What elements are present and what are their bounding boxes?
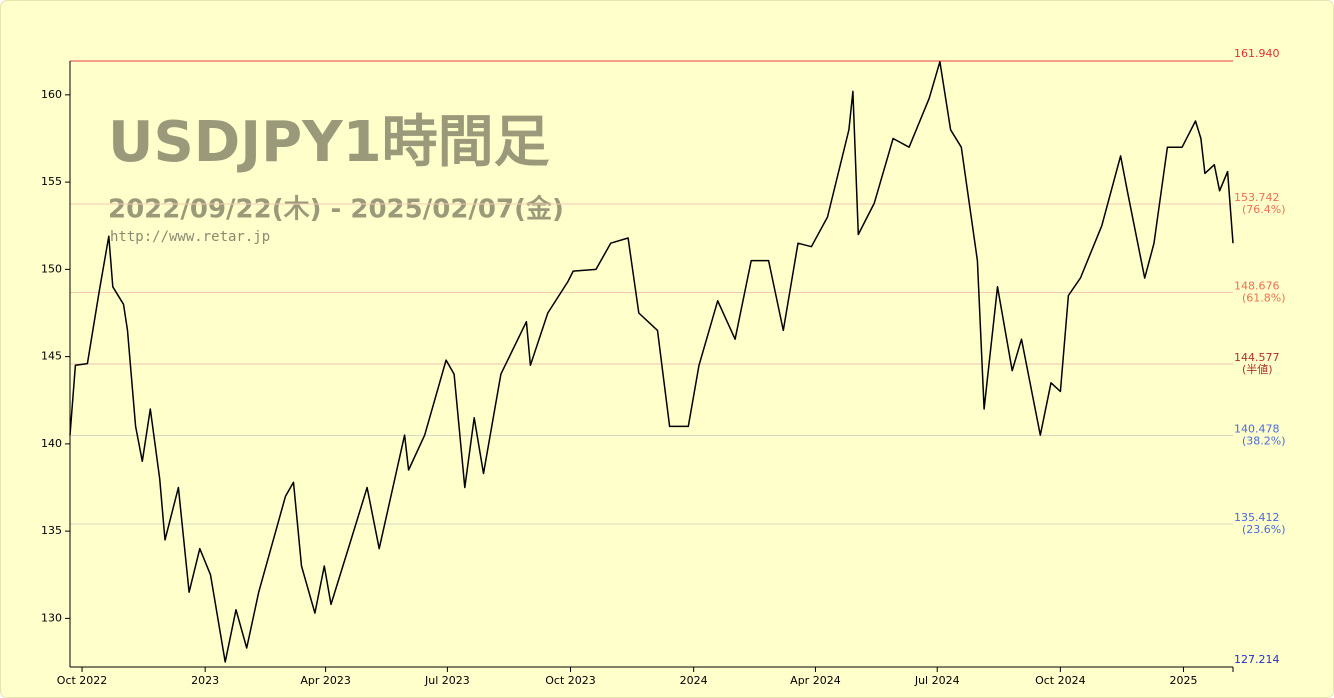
y-tick-label: 130 — [41, 611, 62, 624]
x-tick-label: 2024 — [680, 674, 708, 687]
x-tick-label: Apr 2023 — [300, 674, 351, 687]
level-label: 140.478 — [1234, 423, 1280, 436]
price-line — [69, 60, 1234, 663]
level-label: 161.940 — [1234, 47, 1280, 60]
level-note: (23.6%) — [1242, 523, 1286, 536]
level-note: (38.2%) — [1242, 435, 1286, 448]
level-note: (61.8%) — [1242, 291, 1286, 304]
level-note: (半値) — [1242, 362, 1273, 376]
level-label: 153.742 — [1234, 191, 1280, 204]
level-label: 148.676 — [1234, 279, 1280, 292]
x-tick-label: Jul 2023 — [424, 674, 470, 687]
y-tick-label: 155 — [41, 175, 62, 188]
x-tick-label: Apr 2024 — [790, 674, 841, 687]
level-label: 144.577 — [1234, 351, 1280, 364]
y-tick-label: 140 — [41, 437, 62, 450]
x-tick-label: 2023 — [191, 674, 219, 687]
y-tick-label: 135 — [41, 524, 62, 537]
level-label: 135.412 — [1234, 511, 1280, 524]
x-tick-label: Oct 2024 — [1035, 674, 1086, 687]
source-url: http://www.retar.jp — [110, 229, 270, 245]
y-tick-label: 150 — [41, 262, 62, 275]
x-tick-label: Jul 2024 — [914, 674, 960, 687]
x-tick-label: Oct 2022 — [57, 674, 108, 687]
level-note: (76.4%) — [1242, 203, 1286, 216]
x-tick-label: Oct 2023 — [545, 674, 596, 687]
x-tick-label: 2025 — [1169, 674, 1197, 687]
y-tick-label: 160 — [41, 88, 62, 101]
chart-subtitle: 2022/09/22(木) - 2025/02/07(金) — [108, 194, 564, 225]
level-label: 127.214 — [1234, 653, 1280, 666]
y-tick-label: 145 — [41, 350, 62, 363]
chart-title: USDJPY1時間足 — [108, 110, 550, 175]
